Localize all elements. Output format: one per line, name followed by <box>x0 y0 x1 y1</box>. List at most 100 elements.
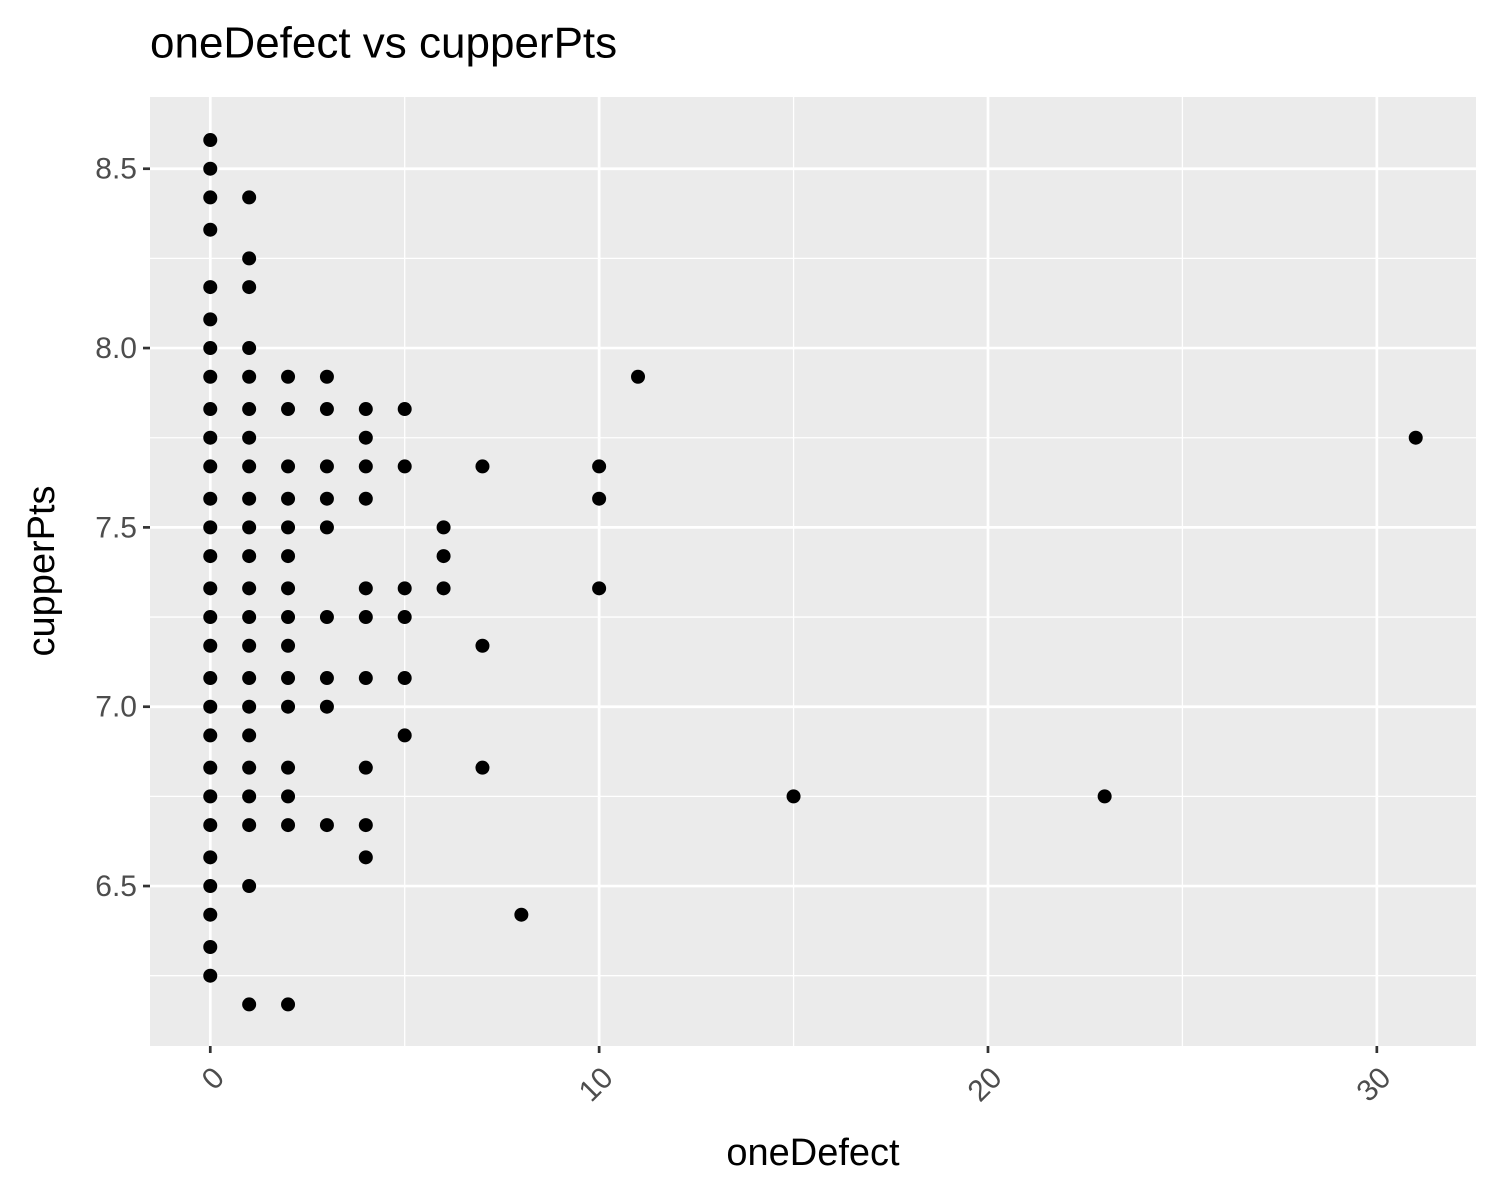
point <box>203 369 218 384</box>
point <box>319 402 334 417</box>
point <box>358 581 373 596</box>
point <box>514 907 529 922</box>
point <box>281 671 296 686</box>
point <box>281 520 296 535</box>
point <box>203 133 218 148</box>
point <box>242 251 257 266</box>
point <box>203 491 218 506</box>
point <box>397 610 412 625</box>
point <box>319 610 334 625</box>
x-axis-title: oneDefect <box>726 1132 900 1174</box>
point <box>242 638 257 653</box>
point <box>358 760 373 775</box>
point <box>358 671 373 686</box>
point <box>242 581 257 596</box>
point <box>397 402 412 417</box>
point <box>281 818 296 833</box>
point <box>319 491 334 506</box>
x-tick-label: 10 <box>573 1061 620 1108</box>
point <box>242 728 257 743</box>
x-tick-label: 0 <box>196 1061 231 1096</box>
point <box>281 638 296 653</box>
point <box>319 671 334 686</box>
point <box>242 430 257 445</box>
y-tick-label: 7.5 <box>95 511 137 544</box>
point <box>242 997 257 1012</box>
point <box>358 850 373 865</box>
y-tick-label: 6.5 <box>95 870 137 903</box>
point <box>1097 789 1112 804</box>
point <box>203 312 218 327</box>
point <box>203 222 218 237</box>
point <box>203 610 218 625</box>
point <box>242 789 257 804</box>
point <box>203 671 218 686</box>
point <box>242 369 257 384</box>
point <box>203 430 218 445</box>
point <box>436 520 451 535</box>
point <box>203 402 218 417</box>
x-tick-label: 30 <box>1350 1061 1397 1108</box>
y-axis-title: cupperPts <box>21 485 63 656</box>
point <box>203 459 218 474</box>
point <box>203 699 218 714</box>
point <box>281 459 296 474</box>
point <box>1408 430 1423 445</box>
point <box>203 520 218 535</box>
point <box>358 459 373 474</box>
point <box>203 190 218 205</box>
point <box>281 699 296 714</box>
point <box>242 760 257 775</box>
point <box>203 789 218 804</box>
point <box>203 280 218 295</box>
point <box>203 161 218 176</box>
point <box>242 190 257 205</box>
point <box>358 430 373 445</box>
point <box>319 818 334 833</box>
point <box>203 907 218 922</box>
point <box>397 459 412 474</box>
point <box>592 491 607 506</box>
point <box>203 341 218 356</box>
point <box>319 520 334 535</box>
point <box>203 968 218 983</box>
point <box>397 671 412 686</box>
y-tick-label: 8.5 <box>95 153 137 186</box>
point <box>242 520 257 535</box>
point <box>358 491 373 506</box>
point <box>475 760 490 775</box>
point <box>281 997 296 1012</box>
point <box>242 671 257 686</box>
point <box>281 760 296 775</box>
point <box>281 369 296 384</box>
y-tick-label: 8.0 <box>95 332 137 365</box>
point <box>281 581 296 596</box>
chart-title: oneDefect vs cupperPts <box>150 19 617 68</box>
point <box>592 581 607 596</box>
point <box>319 459 334 474</box>
point <box>281 610 296 625</box>
point <box>203 638 218 653</box>
panel <box>150 97 1476 1046</box>
point <box>203 549 218 564</box>
y-tick-label: 7.0 <box>95 691 137 724</box>
point <box>242 491 257 506</box>
point <box>786 789 801 804</box>
point <box>358 818 373 833</box>
x-tick-label: 20 <box>962 1061 1009 1108</box>
point <box>242 341 257 356</box>
point <box>203 940 218 955</box>
point <box>397 728 412 743</box>
point <box>242 610 257 625</box>
point <box>242 402 257 417</box>
point <box>242 280 257 295</box>
point <box>436 549 451 564</box>
point <box>242 699 257 714</box>
point <box>436 581 451 596</box>
point <box>281 789 296 804</box>
point <box>203 879 218 894</box>
point <box>281 549 296 564</box>
point <box>592 459 607 474</box>
point <box>319 699 334 714</box>
